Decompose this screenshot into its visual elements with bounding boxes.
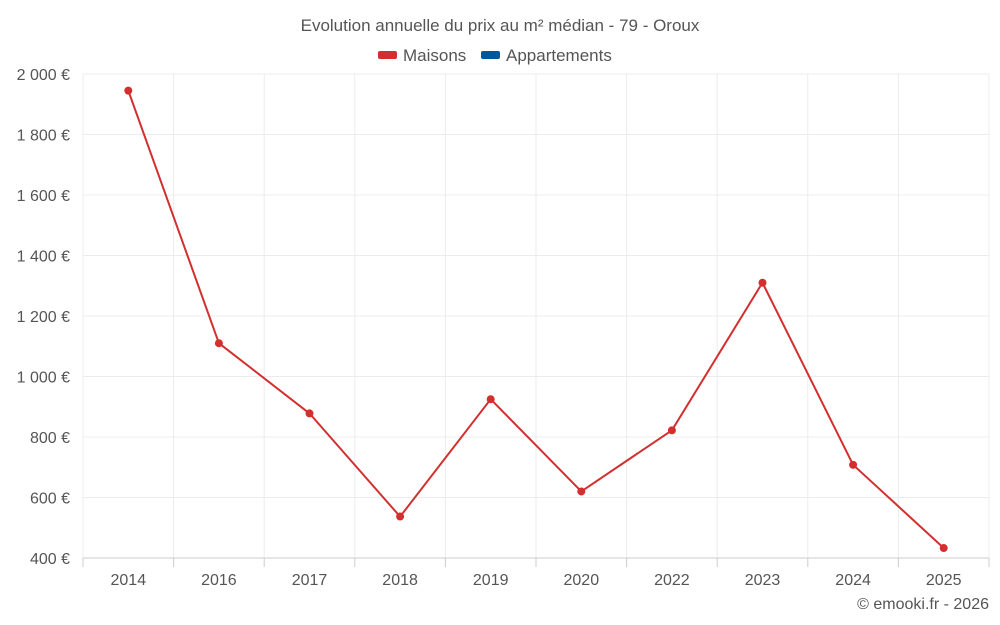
- legend-item-appartements[interactable]: Appartements: [481, 46, 612, 65]
- data-point-maisons[interactable]: [305, 409, 314, 418]
- legend-label-appartements: Appartements: [506, 46, 612, 65]
- legend-label-maisons: Maisons: [403, 46, 466, 65]
- data-point-maisons[interactable]: [667, 426, 676, 435]
- data-point-maisons[interactable]: [486, 395, 495, 404]
- data-point-maisons[interactable]: [124, 86, 133, 95]
- x-tick-label: 2018: [382, 572, 418, 589]
- data-point-maisons[interactable]: [758, 278, 767, 287]
- data-point-maisons[interactable]: [214, 339, 223, 348]
- x-tick-label: 2016: [201, 572, 237, 589]
- data-point-maisons[interactable]: [939, 544, 948, 553]
- x-axis-ticks: 2014 2016 2017 2018 2019 2020 2022 2023 2024 2025: [111, 572, 962, 589]
- axes: [82, 557, 990, 567]
- y-tick-label: 1 000 €: [17, 370, 70, 387]
- legend-swatch-appartements: [481, 51, 500, 59]
- y-tick-label: 1 600 €: [17, 188, 70, 205]
- series-maisons: [124, 86, 948, 553]
- data-point-maisons[interactable]: [577, 487, 586, 496]
- data-point-maisons[interactable]: [849, 460, 858, 469]
- y-tick-label: 1 400 €: [17, 249, 70, 266]
- legend-item-maisons[interactable]: Maisons: [378, 46, 466, 65]
- y-tick-label: 600 €: [30, 491, 70, 508]
- x-tick-label: 2022: [654, 572, 690, 589]
- data-point-maisons[interactable]: [396, 512, 405, 521]
- y-tick-label: 400 €: [30, 551, 70, 568]
- x-tick-label: 2017: [292, 572, 328, 589]
- legend-swatch-maisons: [378, 51, 397, 59]
- x-tick-label: 2023: [745, 572, 781, 589]
- series-line-maisons: [127, 90, 945, 549]
- grid: [82, 73, 990, 558]
- x-tick-label: 2014: [111, 572, 147, 589]
- credits[interactable]: © emooki.fr - 2026: [857, 596, 989, 613]
- x-tick-label: 2025: [926, 572, 962, 589]
- y-axis-ticks: 400 € 600 € 800 € 1 000 € 1 200 € 1 400 € 1 60…: [17, 67, 70, 568]
- y-tick-label: 800 €: [30, 430, 70, 447]
- x-tick-label: 2020: [564, 572, 600, 589]
- y-tick-label: 2 000 €: [17, 67, 70, 84]
- x-tick-label: 2024: [835, 572, 871, 589]
- chart-title: Evolution annuelle du prix au m² médian …: [301, 16, 700, 35]
- legend: Maisons Appartements: [378, 46, 612, 65]
- x-tick-label: 2019: [473, 572, 509, 589]
- y-tick-label: 1 800 €: [17, 128, 70, 145]
- y-tick-label: 1 200 €: [17, 309, 70, 326]
